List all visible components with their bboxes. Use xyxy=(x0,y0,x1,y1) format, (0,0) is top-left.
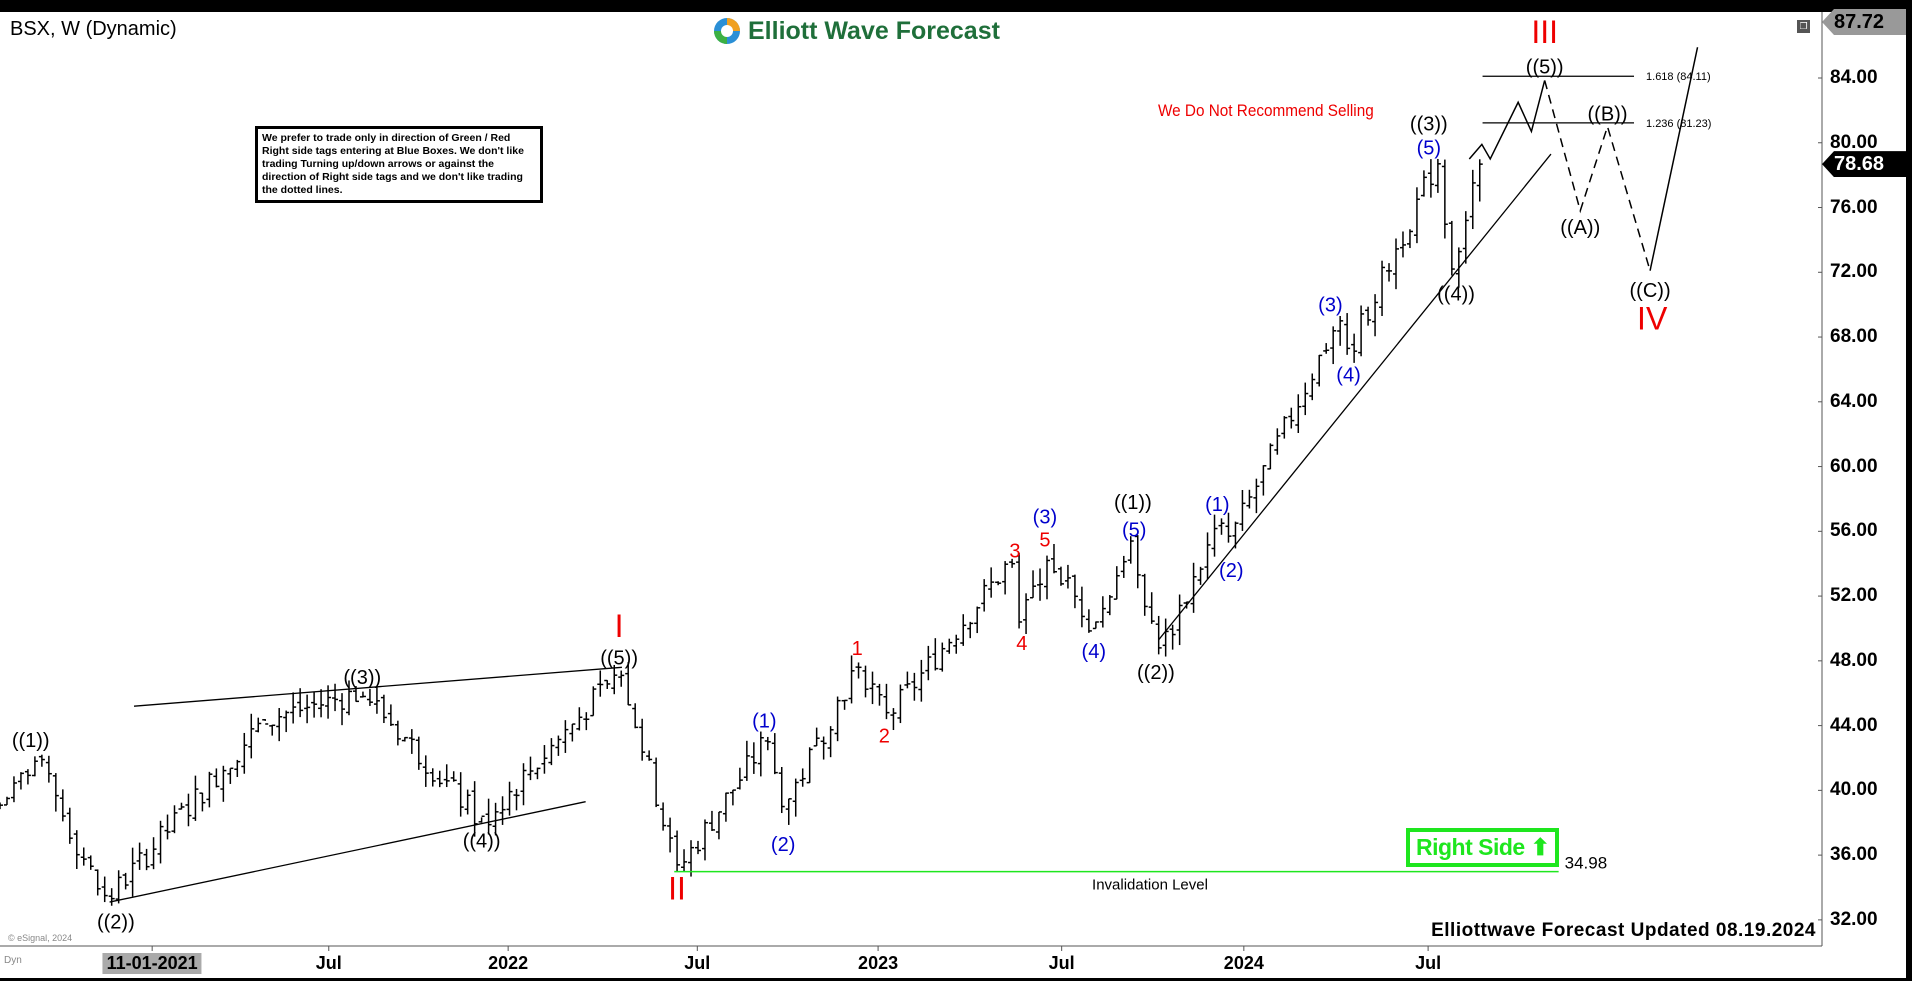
x-tick-label: 2022 xyxy=(488,953,529,973)
wave-label: (4) xyxy=(1336,364,1360,386)
x-tick-label: 2023 xyxy=(858,953,899,973)
y-tick-label: 48.00 xyxy=(1830,649,1878,671)
y-tick-label: 68.00 xyxy=(1830,326,1878,348)
wave-label: (5) xyxy=(1417,138,1441,160)
wave-label: ((B)) xyxy=(1588,104,1628,126)
wave-label: 5 xyxy=(1039,529,1050,551)
wave-label: IV xyxy=(1637,300,1668,336)
logo: Elliott Wave Forecast xyxy=(712,16,1000,46)
wave-label: II xyxy=(668,870,686,906)
wave-label: I xyxy=(615,608,624,644)
y-tick-label: 36.00 xyxy=(1830,844,1878,866)
y-tick-label: 44.00 xyxy=(1830,714,1878,736)
copyright: © eSignal, 2024 xyxy=(8,933,73,943)
x-tick-label: Jul xyxy=(1048,953,1075,973)
wave-label: III xyxy=(1531,14,1558,50)
wave-label: ((1)) xyxy=(1114,492,1152,514)
wave-label: ((1)) xyxy=(12,730,50,752)
wave-label: (2) xyxy=(1219,560,1243,582)
x-tick-label: 2024 xyxy=(1223,953,1264,973)
dyn-label: Dyn xyxy=(4,955,22,966)
wave-label: ((4)) xyxy=(1437,283,1475,305)
right-side-badge: Right Side ⬆ xyxy=(1406,828,1560,867)
x-tick-label: Jul xyxy=(315,953,342,973)
wave-label: ((C)) xyxy=(1630,280,1671,302)
logo-icon xyxy=(714,18,740,44)
right-side-label: Right Side xyxy=(1416,834,1525,860)
y-tick-label: 64.00 xyxy=(1830,390,1878,412)
wave-label: 4 xyxy=(1016,633,1027,655)
fib-label: 1.618 (84.11) xyxy=(1646,71,1711,83)
wave-label: (5) xyxy=(1122,520,1146,542)
wave-label: ((2)) xyxy=(97,911,135,933)
wave-label: ((2)) xyxy=(1137,662,1175,684)
projection-path xyxy=(1649,47,1699,271)
x-tick-label: Jul xyxy=(1415,953,1442,973)
warning-text: We Do Not Recommend Selling xyxy=(1158,101,1374,120)
y-tick-label: 72.00 xyxy=(1830,261,1878,283)
restore-window-icon[interactable]: ❐ xyxy=(1797,20,1810,33)
trendline xyxy=(133,666,622,707)
y-tick-label: 60.00 xyxy=(1830,455,1878,477)
chart-title: BSX, W (Dynamic) xyxy=(10,18,177,40)
wave-label: ((3)) xyxy=(343,667,381,689)
projection-path xyxy=(1543,80,1651,271)
arrow-up-icon: ⬆ xyxy=(1530,834,1550,860)
wave-label: ((3)) xyxy=(1410,113,1448,135)
wave-label: ((5)) xyxy=(1526,57,1564,79)
y-tick-label: 56.00 xyxy=(1830,520,1878,542)
wave-label: (1) xyxy=(752,711,776,733)
y-tick-label: 32.00 xyxy=(1830,908,1878,930)
wave-label: ((A)) xyxy=(1560,217,1600,239)
y-tick-label: 80.00 xyxy=(1830,131,1878,153)
wave-label: (3) xyxy=(1318,295,1342,317)
x-tick-label: 11-01-2021 xyxy=(102,953,202,974)
trendline xyxy=(1158,153,1552,641)
wave-label: (4) xyxy=(1082,641,1106,663)
y-tick-label: 40.00 xyxy=(1830,779,1878,801)
y-tick-label: 76.00 xyxy=(1830,196,1878,218)
wave-label: ((5)) xyxy=(600,648,638,670)
high-price-tag: 87.72 xyxy=(1822,9,1906,35)
trading-note: We prefer to trade only in direction of … xyxy=(255,126,543,203)
wave-label: 1 xyxy=(852,638,863,660)
wave-label: (1) xyxy=(1205,494,1229,516)
x-tick-label: Jul xyxy=(684,953,711,973)
invalidation-value: 34.98 xyxy=(1565,854,1608,873)
wave-label: (3) xyxy=(1033,507,1057,529)
wave-label: 3 xyxy=(1009,541,1020,563)
trendline xyxy=(109,801,586,903)
wave-label: 2 xyxy=(879,725,890,747)
projection-path xyxy=(1468,80,1546,161)
fib-label: 1.236 (81.23) xyxy=(1646,118,1711,130)
invalidation-label: Invalidation Level xyxy=(1092,877,1208,894)
updated-label: Elliottwave Forecast Updated 08.19.2024 xyxy=(1431,920,1816,941)
wave-label: (2) xyxy=(771,834,795,856)
wave-label: ((4)) xyxy=(463,831,501,853)
logo-text: Elliott Wave Forecast xyxy=(748,16,1000,45)
y-tick-label: 52.00 xyxy=(1830,585,1878,607)
last-price-tag: 78.68 xyxy=(1822,151,1906,178)
y-tick-label: 84.00 xyxy=(1830,67,1878,88)
